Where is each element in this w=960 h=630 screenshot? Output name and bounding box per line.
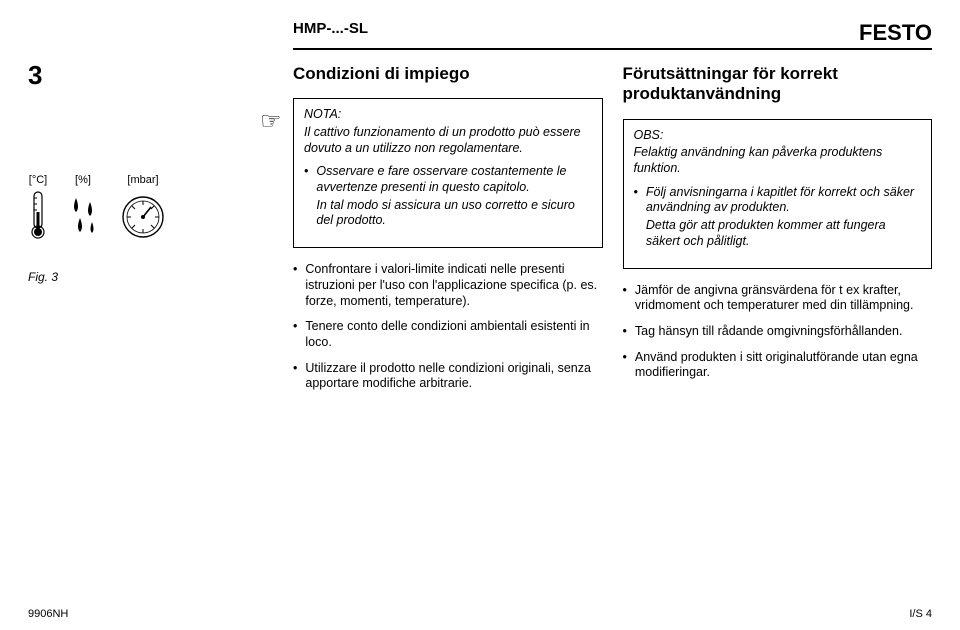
footer-right: I/S 4 (909, 608, 932, 620)
bullet-dot: • (293, 262, 297, 309)
bullet-dot: • (293, 361, 297, 392)
humidity-icon (66, 190, 100, 240)
heading-it: Condizioni di impiego (293, 64, 603, 84)
bullet-dot: • (623, 283, 627, 314)
thermometer-icon (28, 190, 48, 240)
list-item: • Confrontare i valori-limite indicati n… (293, 262, 603, 309)
gauge-label-pressure: [mbar] (127, 174, 158, 186)
gauge-label-percent: [%] (75, 174, 91, 186)
product-code: HMP-...-SL (293, 20, 368, 37)
bullet-text-it-2: Utilizzare il prodotto nelle condizioni … (305, 361, 602, 392)
note-intro-it: Il cattivo funzionamento di un prodotto … (304, 125, 592, 156)
gauge-icons: [°C] [%] (28, 174, 293, 240)
list-item: • Jämför de angivna gränsvärdena för t e… (623, 283, 933, 314)
note-box-sv: OBS: Felaktig användning kan påverka pro… (623, 119, 933, 269)
header-rule (293, 48, 932, 50)
pressure-gauge-icon (118, 190, 168, 240)
bullet-dot: • (634, 185, 638, 250)
bullet-text-sv-1: Tag hänsyn till rådande omgivningsförhål… (635, 324, 903, 340)
list-item: • Använd produkten i sitt originalutföra… (623, 350, 933, 381)
note-tail-sv: Detta gör att produkten kommer att funge… (646, 218, 921, 249)
list-item: • Utilizzare il prodotto nelle condizion… (293, 361, 603, 392)
note-title-sv: OBS: (634, 128, 922, 144)
footer-left: 9906NH (28, 608, 68, 620)
bullet-dot: • (623, 350, 627, 381)
note-bullet-it: Osservare e fare osservare costantemente… (316, 164, 566, 194)
bullet-text-it-1: Tenere conto delle condizioni ambientali… (305, 319, 602, 350)
figure-caption: Fig. 3 (28, 270, 293, 284)
bullet-text-sv-0: Jämför de angivna gränsvärdena för t ex … (635, 283, 932, 314)
list-item: • Tag hänsyn till rådande omgivningsförh… (623, 324, 933, 340)
column-sv: Förutsättningar för korrekt produktanvän… (623, 64, 933, 402)
list-item: • Tenere conto delle condizioni ambienta… (293, 319, 603, 350)
note-title-it: NOTA: (304, 107, 592, 123)
note-bullet-sv: Följ anvisningarna i kapitlet för korrek… (646, 185, 914, 215)
gauge-label-temp: [°C] (29, 174, 47, 186)
column-it: Condizioni di impiego NOTA: Il cattivo f… (293, 64, 603, 402)
festo-logo: FESTO (859, 20, 932, 46)
bullet-dot: • (623, 324, 627, 340)
section-number: 3 (28, 60, 42, 91)
note-intro-sv: Felaktig användning kan påverka produkte… (634, 145, 922, 176)
note-box-it: NOTA: Il cattivo funzionamento di un pro… (293, 98, 603, 248)
bullet-dot: • (304, 164, 308, 229)
bullet-text-it-0: Confrontare i valori-limite indicati nel… (305, 262, 602, 309)
heading-sv: Förutsättningar för korrekt produktanvän… (623, 64, 933, 105)
bullet-text-sv-2: Använd produkten i sitt originalutförand… (635, 350, 932, 381)
note-tail-it: In tal modo si assicura un uso corretto … (316, 198, 591, 229)
bullet-dot: • (293, 319, 297, 350)
